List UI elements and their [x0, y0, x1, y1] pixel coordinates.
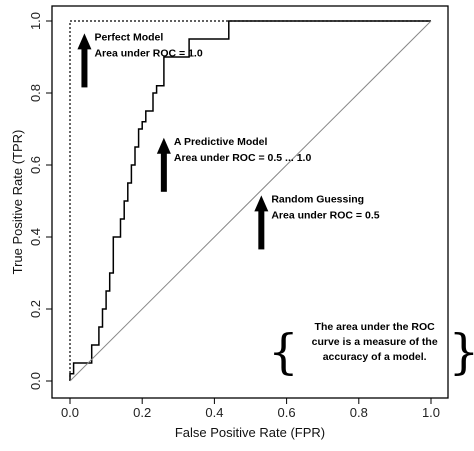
series-layer: [69, 20, 432, 382]
y-tick-label: 1.0: [28, 12, 43, 30]
y-tick-label: 0.4: [28, 228, 43, 246]
plot-frame: [51, 5, 449, 399]
y-axis-label: True Positive Rate (TPR): [10, 130, 25, 275]
arrow-shaft: [160, 151, 167, 192]
x-tick-label: 0.0: [61, 405, 79, 420]
note-text: accuracy of a model.: [323, 351, 427, 363]
note-text: The area under the ROC: [315, 321, 436, 333]
annotation-text: Random Guessing: [271, 193, 364, 205]
annotation-group: Random Guessing Area under ROC = 0.5: [254, 193, 380, 250]
annotation-text: Area under ROC = 1.0: [94, 47, 202, 59]
x-tick-label: 0.6: [278, 405, 296, 420]
x-tick-label: 0.8: [350, 405, 368, 420]
annotation-group: Perfect Model Area under ROC = 1.0: [77, 31, 203, 88]
annotation-text: Area under ROC = 0.5: [271, 209, 379, 221]
y-tick-label: 0.6: [28, 156, 43, 174]
arrow-shaft: [258, 209, 265, 250]
annotation-layer: Perfect Model Area under ROC = 1.0 A Predi…: [77, 31, 474, 380]
axes-layer: 0.0 0.2 0.4 0.6 0.8 1.0 0.0 0.2 0.4 0.6 0.8 1.0: [28, 12, 440, 420]
annotation-text: Area under ROC = 0.5 ... 1.0: [174, 152, 312, 164]
up-arrow-icon: [77, 33, 92, 50]
x-tick-label: 0.2: [133, 405, 151, 420]
arrow-shaft: [81, 47, 88, 88]
y-tick-label: 0.2: [28, 300, 43, 318]
left-brace: {: [268, 324, 299, 380]
y-tick-label: 0.8: [28, 84, 43, 102]
y-tick-label: 0.0: [28, 372, 43, 390]
predictive-model-line: [69, 20, 431, 381]
annotation-text: A Predictive Model: [174, 136, 268, 148]
right-brace: }: [449, 324, 474, 380]
x-axis-label: False Positive Rate (FPR): [175, 425, 325, 440]
x-tick-label: 1.0: [422, 405, 440, 420]
up-arrow-icon: [156, 137, 171, 154]
random-guess-line: [69, 20, 432, 382]
up-arrow-icon: [254, 195, 269, 212]
note-text: curve is a measure of the: [312, 336, 438, 348]
annotation-text: Perfect Model: [94, 31, 163, 43]
x-tick-label: 0.4: [205, 405, 223, 420]
annotation-group: A Predictive Model Area under ROC = 0.5 .…: [156, 136, 312, 192]
